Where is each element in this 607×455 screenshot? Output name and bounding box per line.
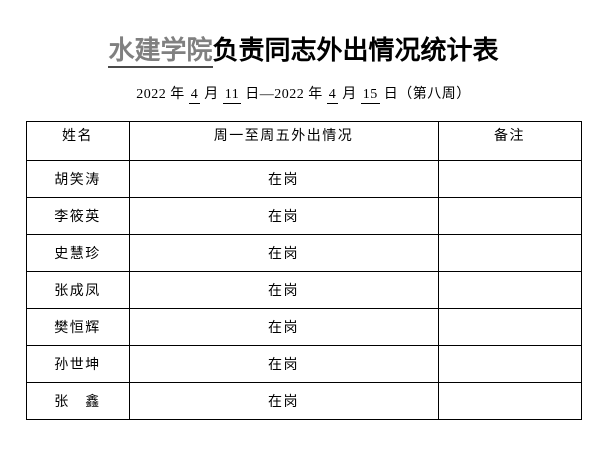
header-weekday-status: 周一至周五外出情况	[128, 120, 439, 161]
date-day-value: 11	[222, 87, 242, 105]
cell-name: 张成凤	[25, 270, 130, 309]
date-text: 日—2022 年	[241, 87, 327, 103]
table-header-row: 姓名 周一至周五外出情况 备注	[25, 120, 582, 161]
cell-remark	[437, 270, 582, 309]
title-rest: 负责同志外出情况统计表	[212, 36, 499, 65]
table-row: 李筱英 在岗	[25, 196, 582, 235]
cell-name: 樊恒辉	[25, 307, 130, 346]
cell-remark	[437, 307, 582, 346]
cell-remark	[437, 233, 582, 272]
table-row: 胡笑涛 在岗	[25, 159, 582, 198]
date-range-line: 2022 年 4 月 11 日—2022 年 4 月 15 日（第八周）	[0, 87, 607, 105]
date-month-value: 4	[188, 87, 201, 105]
table-row: 史慧珍 在岗	[25, 233, 582, 272]
cell-status: 在岗	[128, 307, 439, 346]
cell-remark	[437, 381, 582, 420]
title-college-name: 水建学院	[108, 36, 213, 68]
cell-name: 胡笑涛	[25, 159, 130, 198]
cell-name: 史慧珍	[25, 233, 130, 272]
cell-status: 在岗	[128, 270, 439, 309]
cell-status: 在岗	[128, 381, 439, 420]
table-row: 孙世坤 在岗	[25, 344, 582, 383]
cell-status: 在岗	[128, 196, 439, 235]
date-text: 月	[200, 87, 223, 103]
cell-remark	[437, 344, 582, 383]
date-text: 月	[338, 87, 361, 103]
date-month-value: 4	[326, 87, 339, 105]
cell-name: 张 鑫	[25, 381, 130, 420]
cell-remark	[437, 159, 582, 198]
date-text: 2022 年	[136, 87, 189, 103]
cell-status: 在岗	[128, 344, 439, 383]
cell-status: 在岗	[128, 159, 439, 198]
table-row: 张 鑫 在岗	[25, 381, 582, 420]
cell-name: 孙世坤	[25, 344, 130, 383]
table-row: 张成凤 在岗	[25, 270, 582, 309]
page-title: 水建学院负责同志外出情况统计表	[0, 0, 607, 68]
date-day-value: 15	[360, 87, 380, 105]
attendance-table: 姓名 周一至周五外出情况 备注 胡笑涛 在岗 李筱英 在岗 史慧珍 在岗	[25, 120, 582, 420]
date-text: 日（第八周）	[379, 87, 471, 103]
header-name: 姓名	[25, 120, 130, 161]
cell-name: 李筱英	[25, 196, 130, 235]
cell-status: 在岗	[128, 233, 439, 272]
header-remark: 备注	[437, 120, 582, 161]
cell-remark	[437, 196, 582, 235]
table-row: 樊恒辉 在岗	[25, 307, 582, 346]
